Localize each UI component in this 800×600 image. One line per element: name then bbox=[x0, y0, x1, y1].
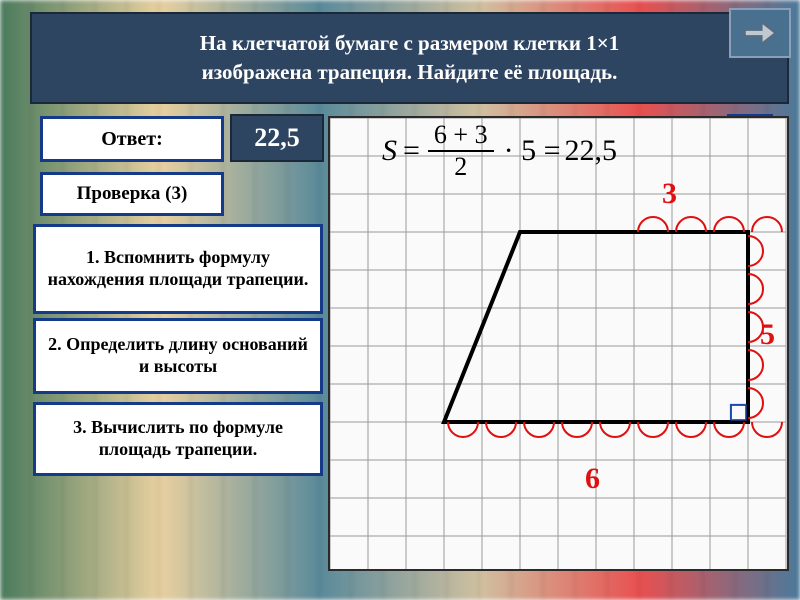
label-bottom: 6 bbox=[585, 462, 600, 496]
answer-button[interactable]: Ответ: bbox=[40, 116, 224, 162]
formula-den: 2 bbox=[454, 152, 467, 182]
answer-value: 22,5 bbox=[230, 114, 324, 162]
check-label: Проверка (3) bbox=[77, 183, 188, 205]
formula-mult: · 5 = bbox=[504, 134, 561, 168]
formula-eq1: = bbox=[403, 134, 420, 168]
grid-diagram bbox=[328, 116, 789, 571]
step-2[interactable]: 2. Определить длину оснований и высоты bbox=[33, 318, 323, 394]
title-line1: На клетчатой бумаге с размером клетки 1×… bbox=[32, 29, 787, 58]
formula-S: S bbox=[382, 134, 397, 168]
label-top: 3 bbox=[662, 177, 677, 211]
formula-fraction: 6 + 3 2 bbox=[428, 120, 494, 182]
title-line2: изображена трапеция. Найдите её площадь. bbox=[32, 58, 787, 87]
title-bar: На клетчатой бумаге с размером клетки 1×… bbox=[30, 12, 789, 104]
arrow-right-icon bbox=[741, 19, 779, 47]
formula-result: 22,5 bbox=[565, 134, 618, 168]
step-3[interactable]: 3. Вычислить по формуле площадь трапеции… bbox=[33, 402, 323, 476]
label-right: 5 bbox=[760, 318, 775, 352]
check-button[interactable]: Проверка (3) bbox=[40, 172, 224, 216]
step-1[interactable]: 1. Вспомнить формулу нахождения площади … bbox=[33, 224, 323, 314]
answer-label: Ответ: bbox=[101, 128, 163, 151]
formula-num: 6 + 3 bbox=[428, 120, 494, 152]
next-slide-button[interactable] bbox=[729, 8, 791, 58]
formula: S = 6 + 3 2 · 5 = 22,5 bbox=[382, 120, 617, 182]
